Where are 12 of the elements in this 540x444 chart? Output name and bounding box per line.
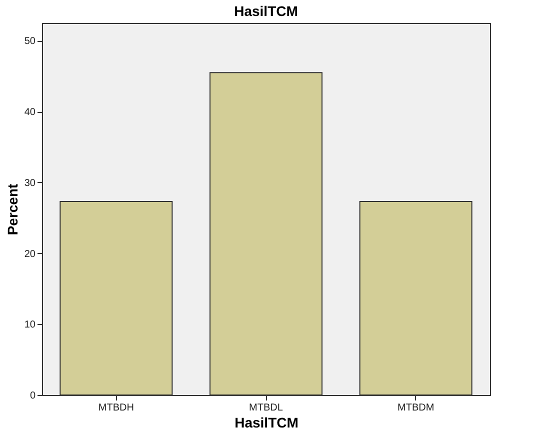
chart-title: HasilTCM xyxy=(234,3,298,19)
x-tick-label: MTBDM xyxy=(397,402,434,414)
y-tick-label: 50 xyxy=(24,36,36,48)
y-tick-label: 20 xyxy=(24,248,36,260)
x-axis-title: HasilTCM xyxy=(234,414,298,430)
y-tick-label: 0 xyxy=(30,390,36,402)
y-tick-label: 40 xyxy=(24,107,36,118)
y-axis-title: Percent xyxy=(4,183,20,236)
y-tick-label: 10 xyxy=(24,320,36,331)
x-tick-label: MTBDL xyxy=(249,402,284,414)
y-tick-label: 30 xyxy=(24,178,36,189)
x-tick-label: MTBDH xyxy=(98,402,134,414)
